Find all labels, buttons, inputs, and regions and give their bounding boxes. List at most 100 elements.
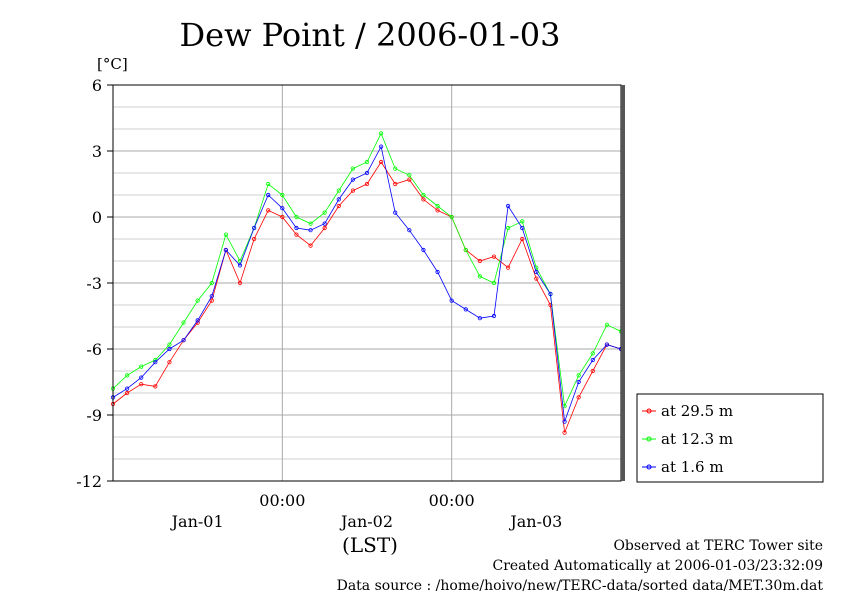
data-point (506, 265, 511, 270)
data-point (364, 159, 370, 165)
data-point (534, 269, 539, 275)
data-point (223, 232, 228, 237)
x-date-label: Jan-02 (339, 512, 393, 531)
data-point (421, 192, 426, 198)
data-point (294, 232, 299, 237)
data-point (322, 210, 327, 215)
data-point (195, 318, 200, 323)
data-point (576, 379, 581, 385)
y-axis-unit: [°C] (97, 55, 128, 73)
data-point (534, 276, 539, 281)
legend-entry-label: at 12.3 m (661, 430, 733, 448)
series-layer (110, 131, 624, 435)
y-axis-ticks: 6 3 0 -3 -6 -9 -12 (76, 76, 113, 491)
grid (113, 84, 621, 482)
data-point (421, 197, 426, 202)
x-date-label: Jan-01 (170, 512, 224, 531)
x-date-label: Jan-03 (508, 512, 562, 531)
y-tick-label: -6 (86, 340, 102, 359)
data-point (477, 316, 482, 321)
data-point (520, 225, 525, 231)
x-time-label: 00:00 (429, 491, 475, 510)
data-point (350, 166, 355, 171)
data-point (125, 386, 130, 391)
legend: at 29.5 m at 12.3 m at 1.6 m (636, 393, 824, 483)
data-point (322, 225, 327, 231)
data-point (125, 373, 130, 378)
y-tick-label: 0 (92, 208, 102, 227)
data-point (407, 173, 412, 178)
legend-swatch-marker (646, 464, 652, 470)
data-point (153, 360, 158, 365)
data-point (590, 351, 595, 356)
legend-box (636, 393, 824, 483)
y-tick-label: 6 (92, 76, 102, 95)
series-3 (110, 144, 624, 424)
data-point (364, 181, 370, 187)
data-point (237, 263, 243, 268)
series-line (112, 161, 622, 433)
data-point (195, 298, 200, 303)
legend-swatch-marker (646, 436, 652, 442)
footer-site: Observed at TERC Tower site (613, 538, 823, 554)
data-point (576, 373, 581, 378)
data-point (477, 258, 482, 264)
data-point (449, 298, 454, 303)
data-point (407, 228, 412, 233)
footer-created: Created Automatically at 2006-01-03/23:3… (492, 558, 823, 574)
data-point (350, 188, 355, 193)
data-point (506, 225, 511, 231)
data-point (491, 254, 497, 259)
data-point (421, 247, 426, 253)
data-point (139, 375, 144, 380)
footer-source: Data source : /home/hoivo/new/TERC-data/… (337, 578, 824, 594)
data-point (350, 177, 355, 182)
data-point (209, 294, 214, 299)
data-point (308, 243, 313, 248)
data-point (435, 203, 440, 209)
data-point (520, 219, 525, 224)
data-point (435, 269, 440, 275)
legend-entry-label: at 1.6 m (661, 458, 724, 476)
data-point (294, 225, 299, 231)
data-point (237, 280, 243, 286)
data-point (280, 192, 285, 198)
data-point (266, 208, 271, 213)
data-point (393, 166, 398, 171)
data-point (576, 395, 581, 400)
y-tick-label: -12 (76, 472, 102, 491)
data-point (491, 313, 497, 319)
series-line (112, 145, 622, 422)
y-tick-label: 3 (92, 142, 102, 161)
data-point (590, 368, 595, 374)
data-point (266, 181, 271, 187)
y-tick-label: -9 (86, 406, 102, 425)
data-point (491, 280, 497, 286)
data-point (167, 342, 172, 347)
data-point (308, 228, 313, 233)
data-point (266, 192, 271, 198)
data-point (520, 236, 525, 242)
data-point (407, 177, 412, 182)
data-point (139, 382, 144, 387)
data-point (562, 430, 567, 435)
y-tick-label: -3 (86, 274, 102, 293)
data-point (308, 221, 313, 226)
data-point (393, 210, 398, 215)
legend-swatch-marker (646, 408, 652, 414)
data-point (604, 322, 609, 327)
data-point (590, 357, 595, 363)
data-point (463, 307, 468, 312)
data-point (336, 203, 341, 209)
series-line (112, 132, 622, 408)
data-point (209, 280, 214, 286)
data-point (252, 236, 257, 242)
data-point (379, 144, 384, 149)
legend-entry-label: at 29.5 m (661, 402, 733, 420)
data-point (294, 214, 299, 220)
data-point (449, 214, 454, 220)
data-point (463, 247, 468, 253)
data-point (506, 203, 511, 209)
data-point (167, 360, 172, 365)
